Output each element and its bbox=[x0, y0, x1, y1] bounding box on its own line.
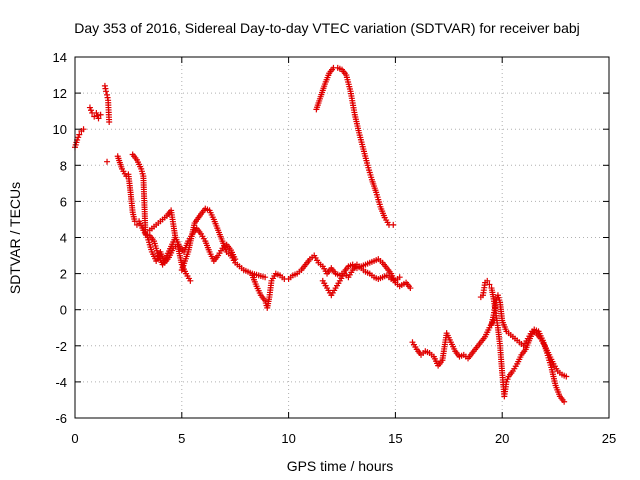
series-track-early-2 bbox=[86, 104, 104, 122]
data-point bbox=[133, 221, 140, 228]
data-point bbox=[396, 274, 403, 281]
y-tick-label: -4 bbox=[55, 375, 67, 390]
data-point bbox=[95, 115, 102, 122]
data-point bbox=[106, 118, 113, 125]
x-axis-label: GPS time / hours bbox=[287, 458, 394, 474]
series-track-early bbox=[72, 126, 87, 151]
data-point bbox=[80, 126, 87, 133]
y-tick-label: 4 bbox=[60, 231, 67, 246]
y-tick-label: 14 bbox=[53, 50, 67, 65]
x-tick-label: 10 bbox=[281, 431, 295, 446]
series-track-e bbox=[249, 252, 414, 311]
data-point bbox=[91, 113, 98, 120]
y-axis-label: SDTVAR / TECUs bbox=[7, 182, 23, 294]
data-point bbox=[93, 109, 100, 116]
y-tick-label: 2 bbox=[60, 267, 67, 282]
data-point bbox=[86, 104, 93, 111]
series-track-b bbox=[129, 151, 179, 268]
data-point bbox=[75, 134, 82, 141]
y-tick-label: 6 bbox=[60, 194, 67, 209]
series-track-early-3 bbox=[101, 82, 113, 125]
data-point bbox=[504, 376, 511, 383]
series-track-j bbox=[488, 292, 570, 380]
series-track-h bbox=[409, 317, 497, 369]
data-point bbox=[88, 107, 95, 114]
data-point bbox=[503, 378, 510, 385]
y-tick-label: -2 bbox=[55, 339, 67, 354]
series-track-i bbox=[477, 277, 568, 405]
axes: -6 -4 -2 0 2 4 6 8 10 12 14 0 5 10 15 20 25 bbox=[53, 50, 617, 446]
series-isolated bbox=[104, 158, 111, 165]
y-tick-label: 0 bbox=[60, 303, 67, 318]
y-tick-label: 10 bbox=[53, 122, 67, 137]
data-point bbox=[390, 221, 397, 228]
x-tick-label: 20 bbox=[495, 431, 509, 446]
data-point bbox=[187, 277, 194, 284]
x-tick-label: 0 bbox=[71, 431, 78, 446]
data-point bbox=[97, 111, 104, 118]
x-tick-label: 15 bbox=[388, 431, 402, 446]
data-point bbox=[407, 285, 414, 292]
y-tick-label: 8 bbox=[60, 158, 67, 173]
data-point bbox=[484, 277, 491, 284]
data-point bbox=[102, 88, 109, 95]
y-tick-label: -6 bbox=[55, 411, 67, 426]
data-point bbox=[262, 274, 269, 281]
data-point bbox=[486, 281, 493, 288]
x-tick-label: 5 bbox=[178, 431, 185, 446]
data-point bbox=[76, 131, 83, 138]
data-marks bbox=[72, 64, 570, 405]
series-track-a bbox=[114, 153, 194, 284]
series-track-f bbox=[313, 64, 397, 228]
data-point bbox=[563, 373, 570, 380]
chart-title: Day 353 of 2016, Sidereal Day-to-day VTE… bbox=[74, 20, 580, 36]
data-point bbox=[561, 398, 568, 405]
data-point bbox=[94, 112, 101, 119]
data-point bbox=[104, 158, 111, 165]
series-track-g bbox=[319, 261, 403, 299]
series-track-d bbox=[178, 205, 269, 281]
grid bbox=[75, 57, 609, 418]
x-tick-label: 25 bbox=[602, 431, 616, 446]
y-tick-label: 12 bbox=[53, 86, 67, 101]
